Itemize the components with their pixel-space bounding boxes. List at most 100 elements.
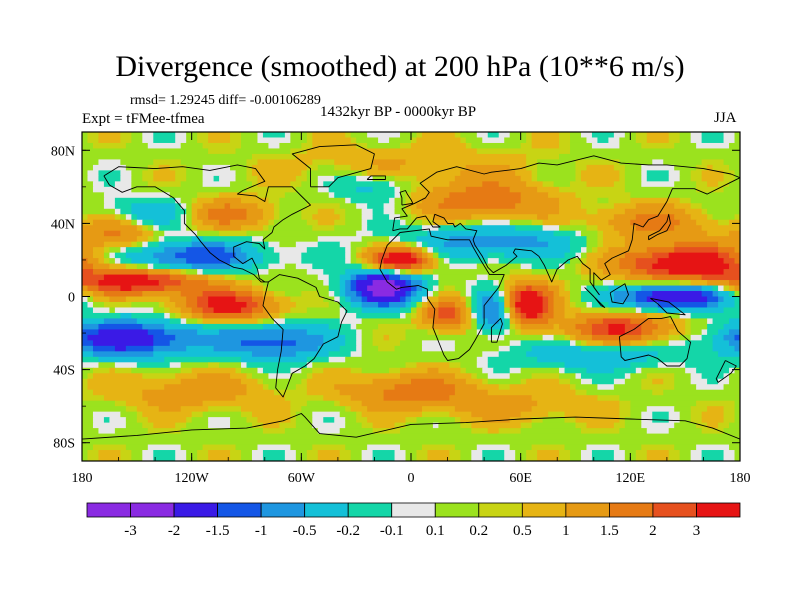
- field-cell: [279, 208, 302, 215]
- field-cell: [317, 274, 330, 281]
- field-cell: [635, 137, 648, 144]
- field-cell: [580, 296, 599, 303]
- field-cell: [147, 263, 154, 270]
- field-cell: [619, 417, 626, 424]
- field-cell: [251, 285, 264, 292]
- field-cell: [432, 274, 440, 281]
- field-cell: [82, 395, 105, 402]
- field-cell: [570, 137, 588, 144]
- field-cell: [367, 444, 401, 451]
- field-cell: [389, 269, 396, 276]
- field-cell: [350, 323, 357, 330]
- field-cell: [729, 373, 740, 380]
- field-cell: [537, 291, 544, 298]
- field-cell: [526, 164, 538, 171]
- field-cell: [679, 170, 692, 177]
- field-cell: [575, 417, 620, 424]
- field-cell: [87, 455, 100, 461]
- field-cell: [142, 455, 154, 461]
- field-cell: [674, 444, 697, 451]
- field-cell: [635, 307, 642, 314]
- field-cell: [372, 428, 401, 435]
- field-cell: [235, 280, 253, 287]
- field-cell: [712, 285, 719, 292]
- field-cell: [273, 203, 280, 210]
- field-cell: [103, 247, 111, 254]
- field-cell: [372, 175, 396, 182]
- field-cell: [570, 291, 582, 298]
- field-cell: [82, 411, 94, 418]
- field-cell: [175, 137, 187, 144]
- field-cell: [537, 356, 648, 363]
- field-cell: [339, 280, 346, 287]
- field-cell: [98, 159, 121, 166]
- field-cell: [520, 296, 544, 303]
- field-cell: [482, 378, 489, 385]
- field-cell: [465, 318, 472, 325]
- field-cell: [613, 214, 637, 221]
- field-cell: [537, 236, 571, 243]
- field-cell: [230, 219, 259, 226]
- field-cell: [367, 241, 374, 248]
- field-cell: [268, 312, 280, 320]
- field-cell: [208, 455, 231, 461]
- field-cell: [82, 142, 94, 150]
- field-cell: [262, 455, 286, 461]
- field-cell: [235, 395, 286, 402]
- field-cell: [125, 417, 138, 424]
- field-cell: [553, 291, 560, 298]
- field-cell: [273, 208, 280, 215]
- field-cell: [471, 373, 478, 380]
- field-cell: [180, 159, 248, 166]
- field-cell: [564, 307, 582, 314]
- y-tick-label: 80S: [53, 437, 75, 452]
- field-cell: [169, 296, 187, 303]
- field-cell: [295, 175, 308, 182]
- field-cell: [241, 247, 259, 254]
- field-cell: [701, 225, 740, 232]
- field-cell: [92, 252, 105, 259]
- field-cell: [405, 208, 412, 215]
- field-cell: [301, 291, 319, 298]
- field-cell: [504, 323, 511, 330]
- field-cell: [460, 296, 467, 303]
- field-cell: [520, 329, 566, 336]
- field-cell: [591, 455, 615, 461]
- field-cell: [520, 378, 527, 385]
- field-cell: [509, 219, 533, 226]
- field-cell: [580, 197, 599, 204]
- field-cell: [273, 296, 291, 303]
- field-cell: [570, 285, 582, 292]
- field-cell: [734, 132, 740, 139]
- field-cell: [635, 258, 659, 265]
- field-cell: [219, 175, 237, 182]
- field-cell: [526, 137, 533, 144]
- field-cell: [657, 334, 670, 341]
- field-cell: [306, 378, 374, 385]
- field-cell: [317, 175, 335, 182]
- field-cell: [153, 351, 253, 358]
- field-cell: [411, 247, 423, 254]
- field-cell: [570, 280, 604, 287]
- field-cell: [175, 203, 182, 210]
- field-cell: [493, 296, 500, 303]
- field-cell: [718, 422, 730, 429]
- field-cell: [169, 219, 182, 226]
- field-cell: [471, 291, 478, 298]
- field-cell: [432, 214, 472, 221]
- field-cell: [345, 422, 363, 429]
- field-cell: [268, 241, 280, 248]
- field-cell: [498, 428, 522, 435]
- field-cell: [685, 362, 740, 369]
- field-cell: [224, 274, 237, 281]
- field-cell: [251, 153, 297, 161]
- field-cell: [98, 356, 165, 363]
- field-cell: [389, 137, 412, 144]
- field-cell: [438, 247, 571, 254]
- field-cell: [114, 307, 154, 314]
- coastline-great-britain: [399, 190, 414, 206]
- field-cell: [367, 247, 385, 254]
- field-cell: [394, 422, 407, 429]
- field-cell: [580, 170, 620, 177]
- field-cell: [427, 329, 440, 336]
